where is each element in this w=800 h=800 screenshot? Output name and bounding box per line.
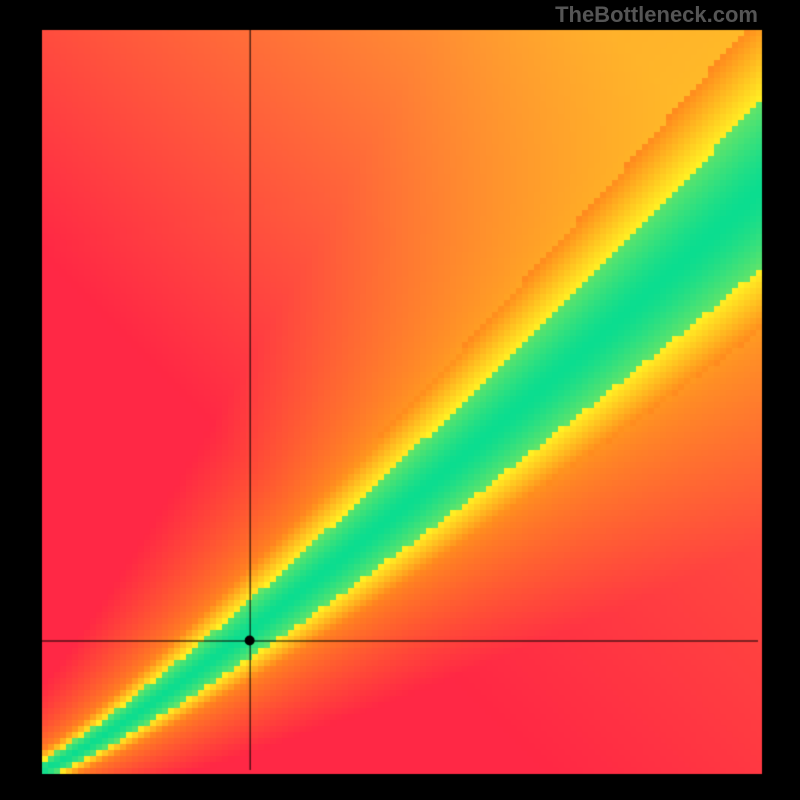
heatmap-canvas bbox=[0, 0, 800, 800]
watermark-label: TheBottleneck.com bbox=[555, 2, 758, 28]
chart-container: TheBottleneck.com bbox=[0, 0, 800, 800]
